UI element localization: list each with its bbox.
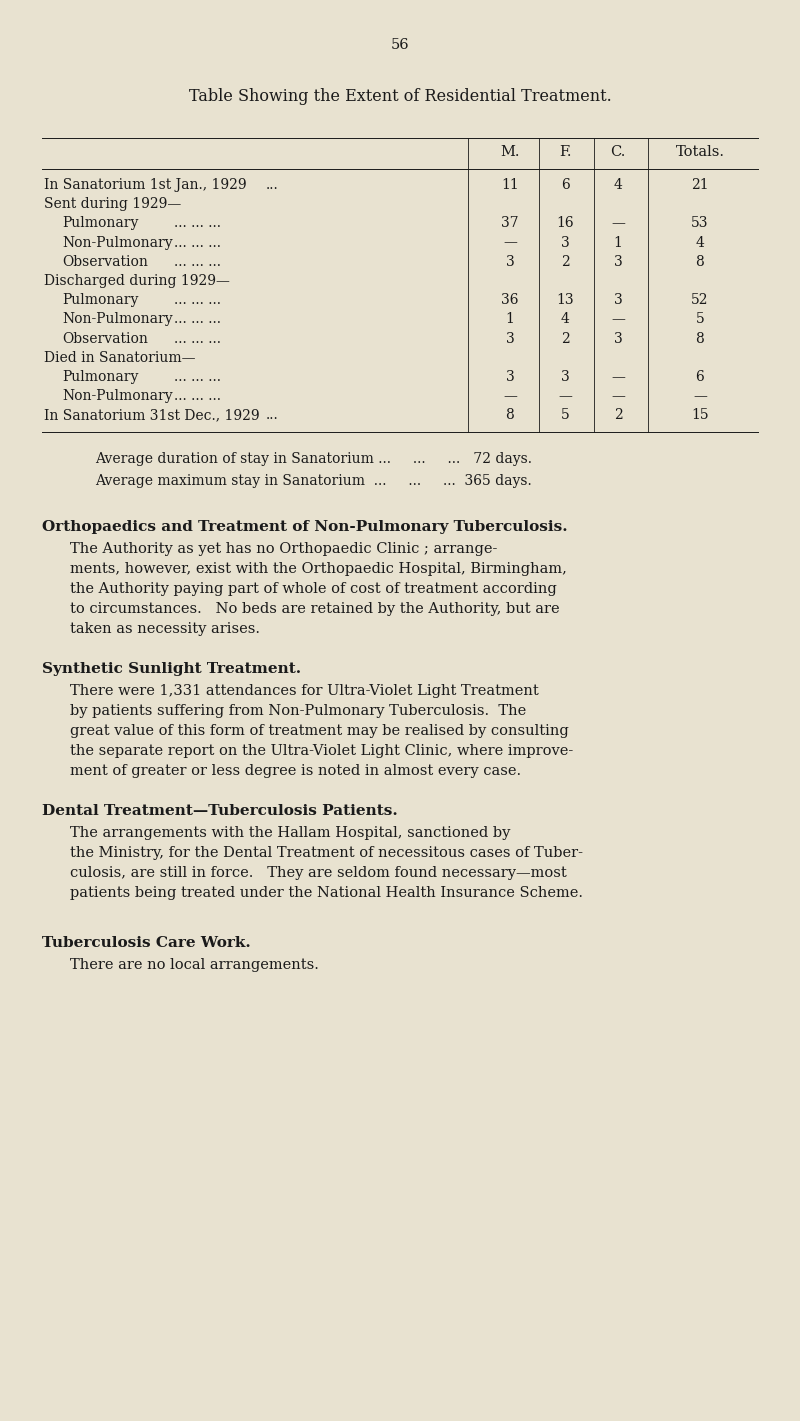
Text: 5: 5 [696, 313, 704, 327]
Text: 21: 21 [691, 178, 709, 192]
Text: 6: 6 [561, 178, 570, 192]
Text: C.: C. [610, 145, 626, 159]
Text: Table Showing the Extent of Residential Treatment.: Table Showing the Extent of Residential … [189, 88, 611, 105]
Text: 53: 53 [691, 216, 709, 230]
Text: culosis, are still in force.   They are seldom found necessary—most: culosis, are still in force. They are se… [70, 865, 566, 880]
Text: 37: 37 [501, 216, 519, 230]
Text: —: — [693, 389, 707, 404]
Text: 3: 3 [506, 254, 514, 269]
Text: 4: 4 [561, 313, 570, 327]
Text: Pulmonary: Pulmonary [62, 369, 138, 384]
Text: ...: ... [266, 178, 278, 192]
Text: ... ... ...: ... ... ... [174, 236, 221, 250]
Text: Non-Pulmonary: Non-Pulmonary [62, 236, 173, 250]
Text: ... ... ...: ... ... ... [174, 293, 221, 307]
Text: Pulmonary: Pulmonary [62, 216, 138, 230]
Text: —: — [611, 369, 625, 384]
Text: Observation: Observation [62, 254, 148, 269]
Text: 8: 8 [506, 408, 514, 422]
Text: 8: 8 [696, 254, 704, 269]
Text: 3: 3 [561, 369, 570, 384]
Text: Discharged during 1929—: Discharged during 1929— [44, 274, 230, 288]
Text: Synthetic Sunlight Treatment.: Synthetic Sunlight Treatment. [42, 662, 301, 675]
Text: 36: 36 [502, 293, 518, 307]
Text: Average maximum stay in Sanatorium  ...     ...     ...  365 days.: Average maximum stay in Sanatorium ... .… [95, 473, 532, 487]
Text: Totals.: Totals. [675, 145, 725, 159]
Text: the Ministry, for the Dental Treatment of necessitous cases of Tuber-: the Ministry, for the Dental Treatment o… [70, 845, 583, 860]
Text: There are no local arrangements.: There are no local arrangements. [70, 958, 319, 972]
Text: There were 1,331 attendances for Ultra-Violet Light Treatment: There were 1,331 attendances for Ultra-V… [70, 684, 538, 698]
Text: Pulmonary: Pulmonary [62, 293, 138, 307]
Text: 3: 3 [614, 293, 622, 307]
Text: ... ... ...: ... ... ... [174, 313, 221, 327]
Text: 1: 1 [506, 313, 514, 327]
Text: Observation: Observation [62, 331, 148, 345]
Text: The arrangements with the Hallam Hospital, sanctioned by: The arrangements with the Hallam Hospita… [70, 826, 510, 840]
Text: ... ... ...: ... ... ... [174, 389, 221, 404]
Text: —: — [611, 216, 625, 230]
Text: —: — [503, 389, 517, 404]
Text: 3: 3 [614, 331, 622, 345]
Text: Non-Pulmonary: Non-Pulmonary [62, 313, 173, 327]
Text: M.: M. [500, 145, 520, 159]
Text: —: — [558, 389, 572, 404]
Text: 52: 52 [691, 293, 709, 307]
Text: ments, however, exist with the Orthopaedic Hospital, Birmingham,: ments, however, exist with the Orthopaed… [70, 561, 567, 576]
Text: F.: F. [558, 145, 571, 159]
Text: ment of greater or less degree is noted in almost every case.: ment of greater or less degree is noted … [70, 763, 521, 777]
Text: 5: 5 [561, 408, 570, 422]
Text: ...: ... [266, 408, 278, 422]
Text: by patients suffering from Non-Pulmonary Tuberculosis.  The: by patients suffering from Non-Pulmonary… [70, 703, 526, 718]
Text: 2: 2 [614, 408, 622, 422]
Text: 4: 4 [695, 236, 705, 250]
Text: In Sanatorium 1st Jan., 1929: In Sanatorium 1st Jan., 1929 [44, 178, 246, 192]
Text: taken as necessity arises.: taken as necessity arises. [70, 621, 260, 635]
Text: ... ... ...: ... ... ... [174, 331, 221, 345]
Text: the Authority paying part of whole of cost of treatment according: the Authority paying part of whole of co… [70, 581, 557, 595]
Text: Orthopaedics and Treatment of Non-Pulmonary Tuberculosis.: Orthopaedics and Treatment of Non-Pulmon… [42, 520, 568, 534]
Text: 2: 2 [561, 254, 570, 269]
Text: ... ... ...: ... ... ... [174, 216, 221, 230]
Text: 4: 4 [614, 178, 622, 192]
Text: 56: 56 [390, 38, 410, 53]
Text: 2: 2 [561, 331, 570, 345]
Text: 16: 16 [556, 216, 574, 230]
Text: patients being treated under the National Health Insurance Scheme.: patients being treated under the Nationa… [70, 885, 583, 899]
Text: 3: 3 [561, 236, 570, 250]
Text: 8: 8 [696, 331, 704, 345]
Text: 13: 13 [556, 293, 574, 307]
Text: ... ... ...: ... ... ... [174, 369, 221, 384]
Text: 1: 1 [614, 236, 622, 250]
Text: —: — [611, 313, 625, 327]
Text: The Authority as yet has no Orthopaedic Clinic ; arrange-: The Authority as yet has no Orthopaedic … [70, 541, 498, 556]
Text: 6: 6 [696, 369, 704, 384]
Text: Dental Treatment—Tuberculosis Patients.: Dental Treatment—Tuberculosis Patients. [42, 804, 398, 817]
Text: great value of this form of treatment may be realised by consulting: great value of this form of treatment ma… [70, 723, 569, 737]
Text: the separate report on the Ultra-Violet Light Clinic, where improve-: the separate report on the Ultra-Violet … [70, 743, 574, 757]
Text: 3: 3 [614, 254, 622, 269]
Text: 15: 15 [691, 408, 709, 422]
Text: to circumstances.   No beds are retained by the Authority, but are: to circumstances. No beds are retained b… [70, 601, 560, 615]
Text: 3: 3 [506, 331, 514, 345]
Text: —: — [503, 236, 517, 250]
Text: —: — [611, 389, 625, 404]
Text: Non-Pulmonary: Non-Pulmonary [62, 389, 173, 404]
Text: Sent during 1929—: Sent during 1929— [44, 198, 182, 212]
Text: 11: 11 [501, 178, 519, 192]
Text: Died in Sanatorium—: Died in Sanatorium— [44, 351, 195, 365]
Text: Average duration of stay in Sanatorium ...     ...     ...   72 days.: Average duration of stay in Sanatorium .… [95, 452, 532, 466]
Text: Tuberculosis Care Work.: Tuberculosis Care Work. [42, 935, 250, 949]
Text: 3: 3 [506, 369, 514, 384]
Text: ... ... ...: ... ... ... [174, 254, 221, 269]
Text: In Sanatorium 31st Dec., 1929: In Sanatorium 31st Dec., 1929 [44, 408, 260, 422]
